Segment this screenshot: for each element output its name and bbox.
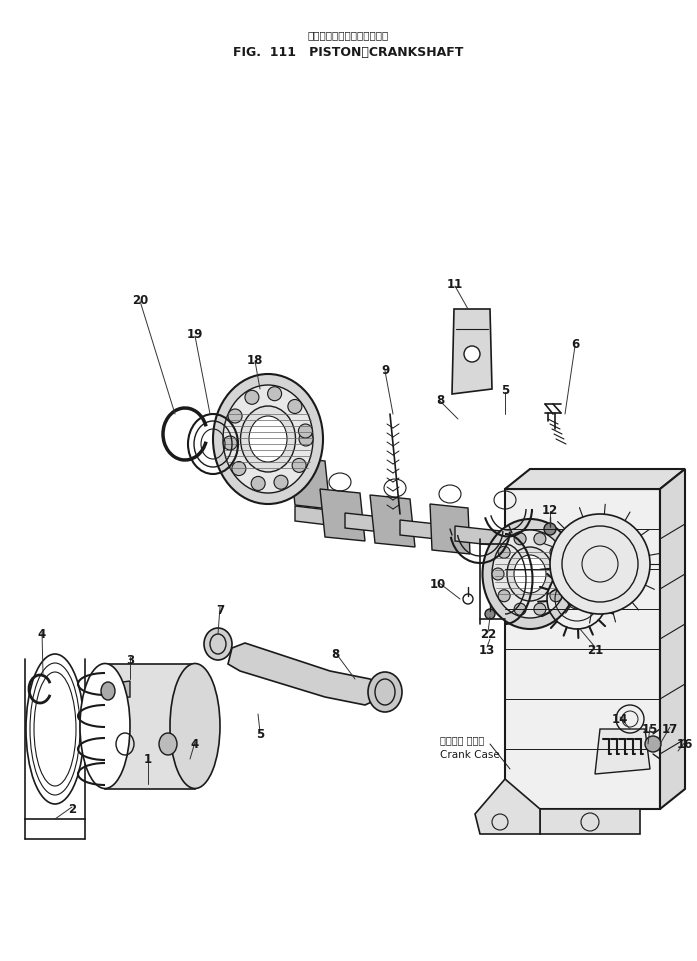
Circle shape — [223, 436, 237, 451]
Polygon shape — [108, 681, 130, 700]
Text: 8: 8 — [331, 648, 339, 661]
Circle shape — [245, 391, 259, 405]
Text: 2: 2 — [68, 802, 76, 816]
Text: FIG.  111   PISTON・CRANKSHAFT: FIG. 111 PISTON・CRANKSHAFT — [233, 45, 464, 59]
Circle shape — [556, 568, 568, 580]
Circle shape — [485, 609, 495, 619]
Ellipse shape — [507, 548, 553, 602]
Text: 1: 1 — [144, 752, 152, 766]
Circle shape — [534, 604, 546, 616]
Polygon shape — [505, 470, 685, 489]
Circle shape — [292, 459, 306, 473]
Ellipse shape — [80, 664, 130, 789]
Text: 12: 12 — [542, 503, 558, 516]
Circle shape — [550, 590, 562, 603]
Polygon shape — [248, 467, 320, 489]
Polygon shape — [475, 779, 540, 834]
Ellipse shape — [537, 535, 553, 552]
Ellipse shape — [492, 530, 568, 618]
Text: 14: 14 — [612, 713, 628, 726]
Circle shape — [298, 425, 312, 438]
Text: 13: 13 — [479, 643, 495, 655]
Ellipse shape — [159, 733, 177, 755]
Text: 6: 6 — [571, 338, 579, 351]
Text: 3: 3 — [126, 653, 134, 666]
Circle shape — [228, 409, 242, 424]
Polygon shape — [290, 457, 330, 509]
Circle shape — [268, 387, 282, 402]
Text: ピストン・クランクシャフト: ピストン・クランクシャフト — [308, 30, 389, 40]
Circle shape — [492, 568, 504, 580]
Polygon shape — [595, 729, 650, 775]
Text: 16: 16 — [677, 738, 694, 751]
Text: 18: 18 — [247, 353, 263, 366]
Polygon shape — [660, 470, 685, 809]
Polygon shape — [540, 809, 640, 834]
Text: 5: 5 — [501, 383, 509, 396]
Circle shape — [514, 533, 526, 545]
Polygon shape — [228, 643, 380, 705]
Polygon shape — [505, 489, 660, 809]
Circle shape — [251, 477, 265, 491]
Text: クランク ケース: クランク ケース — [440, 734, 484, 744]
Polygon shape — [320, 489, 365, 541]
Text: 21: 21 — [587, 643, 603, 655]
Text: 20: 20 — [132, 293, 148, 307]
Circle shape — [464, 347, 480, 362]
Circle shape — [550, 547, 562, 558]
Circle shape — [534, 533, 546, 545]
Text: 4: 4 — [38, 628, 46, 641]
Polygon shape — [105, 664, 195, 789]
Circle shape — [274, 476, 288, 490]
Text: 10: 10 — [430, 578, 446, 591]
Text: 19: 19 — [187, 328, 204, 341]
Ellipse shape — [240, 407, 296, 473]
Circle shape — [232, 462, 246, 476]
Ellipse shape — [482, 520, 578, 629]
Ellipse shape — [368, 673, 402, 712]
Ellipse shape — [249, 416, 287, 462]
Circle shape — [514, 604, 526, 616]
Circle shape — [288, 400, 302, 414]
Polygon shape — [430, 505, 470, 554]
Polygon shape — [452, 309, 492, 395]
Circle shape — [498, 547, 510, 558]
Polygon shape — [345, 513, 400, 534]
Circle shape — [544, 524, 556, 535]
Ellipse shape — [514, 555, 546, 593]
Text: 4: 4 — [191, 738, 199, 751]
Text: 7: 7 — [216, 603, 224, 616]
Circle shape — [645, 736, 661, 752]
Polygon shape — [295, 506, 345, 528]
Text: Crank Case: Crank Case — [440, 750, 500, 759]
Text: 17: 17 — [662, 723, 678, 736]
Ellipse shape — [223, 385, 313, 494]
Polygon shape — [455, 527, 510, 548]
Ellipse shape — [204, 628, 232, 660]
Polygon shape — [370, 496, 415, 548]
Circle shape — [299, 432, 313, 447]
Text: 9: 9 — [381, 363, 389, 376]
Polygon shape — [500, 535, 545, 548]
Text: 5: 5 — [256, 727, 264, 741]
Text: 22: 22 — [480, 628, 496, 641]
Circle shape — [498, 590, 510, 603]
Text: 8: 8 — [436, 393, 444, 407]
Ellipse shape — [213, 375, 323, 505]
Polygon shape — [400, 521, 455, 541]
Text: 11: 11 — [447, 279, 463, 291]
Ellipse shape — [101, 682, 115, 701]
Ellipse shape — [170, 664, 220, 789]
Text: 15: 15 — [642, 723, 658, 736]
Circle shape — [550, 514, 650, 614]
